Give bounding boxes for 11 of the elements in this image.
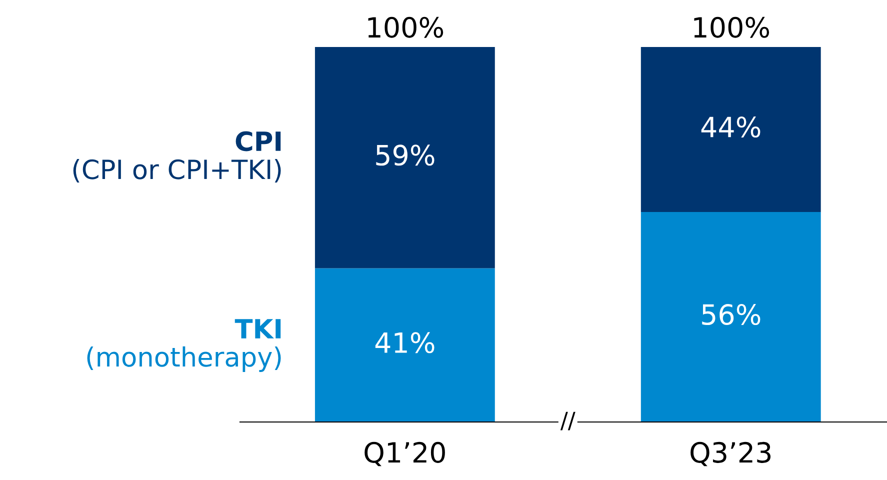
series-label: CPI (CPI or CPI+TKI) xyxy=(73,131,281,182)
data-label: 56% xyxy=(702,304,760,326)
data-label: 41% xyxy=(375,332,434,354)
x-tick-label: Q3’23 xyxy=(690,442,770,466)
data-label: 59% xyxy=(376,144,434,166)
total-label: 100% xyxy=(368,16,444,38)
total-label: 100% xyxy=(694,16,770,38)
x-tick-label: Q1’20 xyxy=(364,442,445,466)
data-label: 44% xyxy=(701,116,760,138)
annotation: // xyxy=(560,412,576,430)
series-label: TKI (monotherapy) xyxy=(87,319,281,372)
